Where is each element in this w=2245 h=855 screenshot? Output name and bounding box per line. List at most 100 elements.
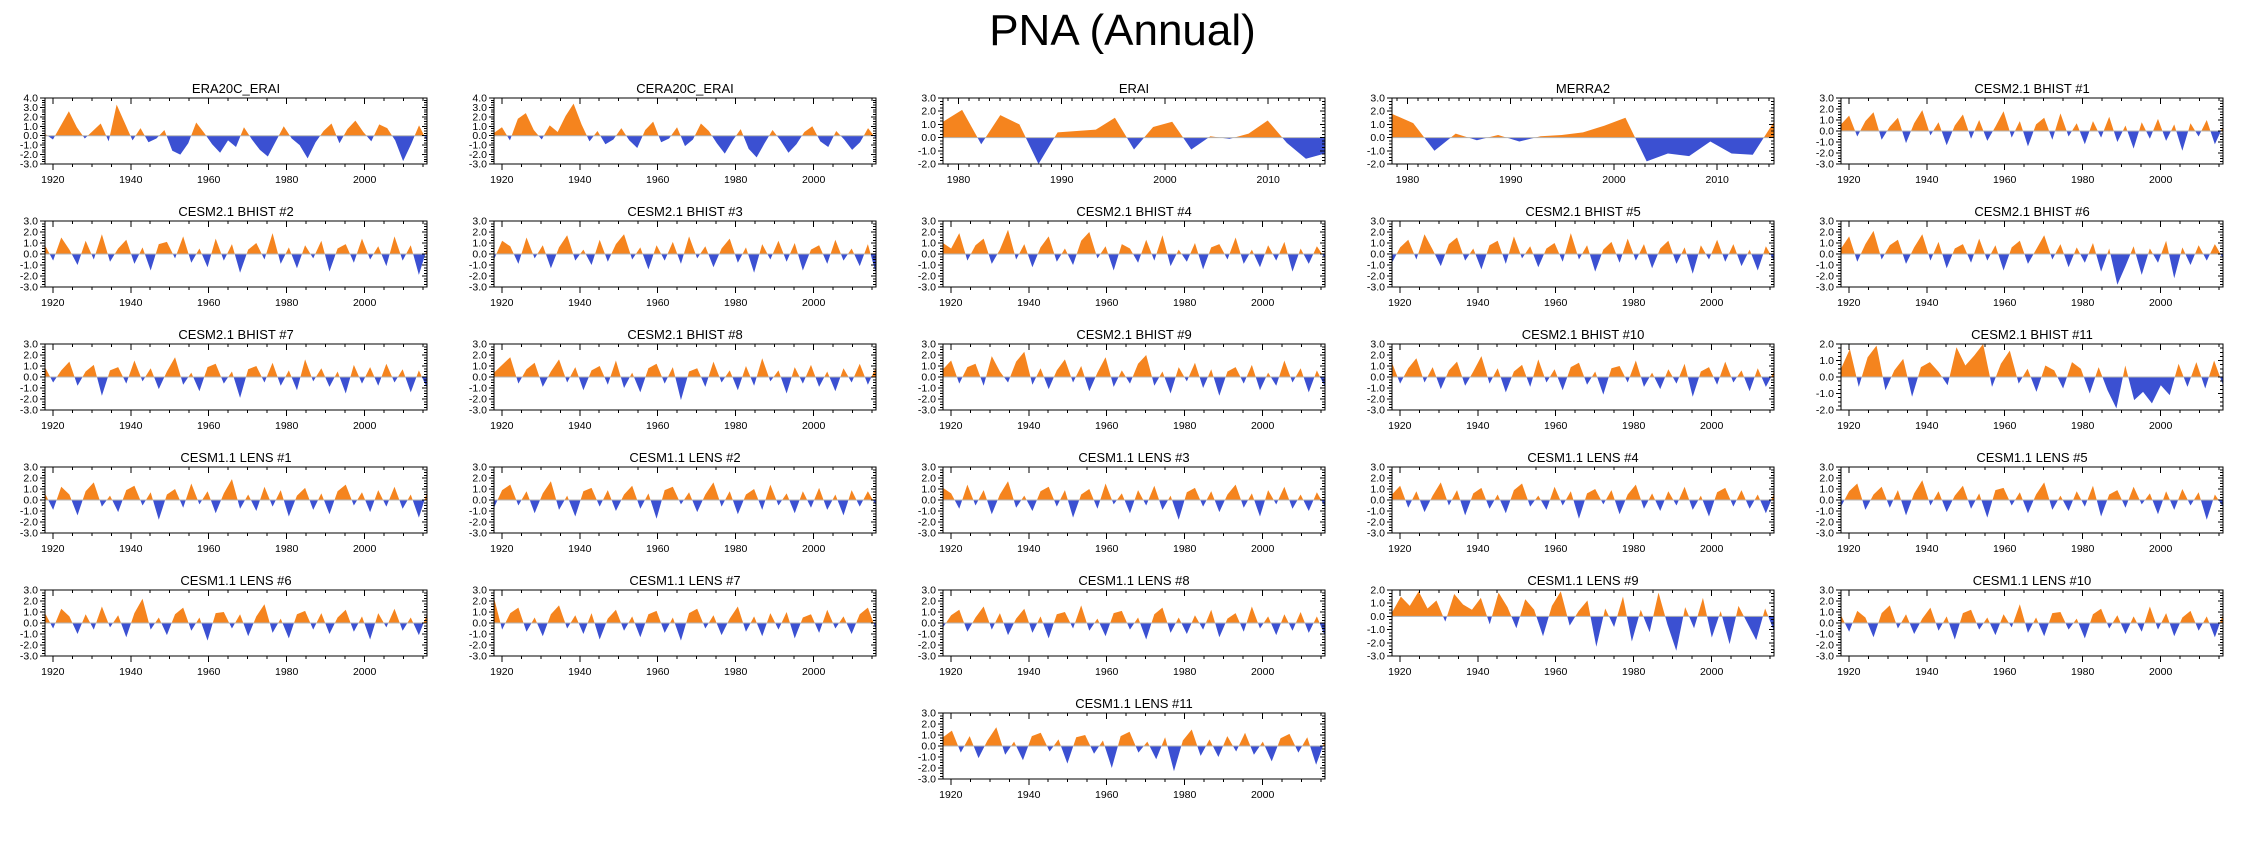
x-tick-label: 1920 [41,543,65,555]
y-tick-label: -3.0 [20,651,38,663]
negative-anomaly-area [1392,500,1774,519]
negative-anomaly-area [1841,623,2223,640]
y-tick-label: -1.0 [1367,383,1385,395]
x-tick-label: 1940 [568,666,592,678]
negative-anomaly-area [943,746,1325,772]
y-tick-label: 1.0 [472,121,487,133]
y-tick-label: -3.0 [1816,528,1834,540]
y-tick-label: -1.0 [1816,388,1834,400]
y-tick-label: 1.0 [23,238,38,250]
positive-anomaly-area [1841,110,2223,131]
y-tick-label: -2.0 [20,517,38,529]
panel-title: CESM2.1 BHIST #11 [1971,328,2093,342]
y-tick-label: -1.0 [20,506,38,518]
y-tick-label: 3.0 [1819,93,1834,105]
panel-era20c-erai: ERA20C_ERAI -3.0 -2.0 -1.0 0.0 1.0 2.0 3.0 4.0 19… [0,82,449,205]
y-tick-label: 2.0 [23,227,38,239]
x-tick-label: 1960 [197,420,221,432]
y-tick-label: -3.0 [20,282,38,294]
panel-chart: CESM1.1 LENS #7 -3.0-2.0-1.00.01.02.03.0 1… [469,574,877,678]
y-tick-label: -1.0 [20,383,38,395]
panel-chart: CESM2.1 BHIST #9 -3.0-2.0-1.00.01.02.03.0… [918,328,1326,432]
y-tick-label: 0.0 [1819,495,1834,507]
y-tick-label: 1.0 [1370,361,1385,373]
y-tick-label: 3.0 [23,339,38,351]
x-tick-label: 1980 [724,174,748,186]
y-tick-label: 0.0 [1819,249,1834,261]
panel-chart: CESM1.1 LENS #6 -3.0-2.0-1.00.01.02.03.0 1… [20,574,428,678]
x-tick-label: 1980 [2071,297,2095,309]
panel-cesm2-1-bhist-7: CESM2.1 BHIST #7 -3.0 -2.0 -1.0 0.0 1.0 2.0 3.0… [0,328,449,451]
x-tick-label: 1920 [1388,420,1412,432]
panel-title: CESM2.1 BHIST #6 [1974,205,2089,219]
x-tick-label: 1960 [1993,420,2017,432]
y-tick-label: 2.0 [1819,596,1834,608]
panel-title: CESM1.1 LENS #9 [1527,574,1638,588]
x-tick-label: 1960 [1544,543,1568,555]
panel-title: CESM1.1 LENS #1 [180,451,291,465]
chart-row: ERA20C_ERAI -3.0 -2.0 -1.0 0.0 1.0 2.0 3.0 4.0 19… [0,82,2245,205]
y-tick-label: 0.0 [472,495,487,507]
y-tick-label: -3.0 [1367,651,1385,663]
x-tick-label: 1940 [119,666,143,678]
y-tick-label: -1.0 [469,140,487,152]
positive-anomaly-area [1392,356,1774,377]
positive-anomaly-area [45,598,427,623]
x-tick-label: 2000 [1251,420,1275,432]
y-tick-label: 1.0 [921,484,936,496]
y-tick-label: 2.0 [1819,339,1834,351]
positive-anomaly-area [1841,230,2223,254]
y-tick-label: -1.0 [20,629,38,641]
negative-anomaly-area [494,500,876,519]
negative-anomaly-area [45,254,427,275]
y-tick-label: -2.0 [469,394,487,406]
x-tick-label: 1940 [1915,174,1939,186]
x-tick-label: 2000 [1602,174,1626,186]
x-tick-label: 2000 [353,543,377,555]
y-tick-label: 0.0 [1370,495,1385,507]
x-tick-label: 1980 [1396,174,1420,186]
x-tick-label: 1920 [1837,666,1861,678]
y-tick-label: 3.0 [472,216,487,228]
y-tick-label: -1.0 [1367,506,1385,518]
page-title: PNA (Annual) [989,6,1256,55]
y-tick-label: -1.0 [1367,624,1385,636]
x-tick-label: 1940 [568,543,592,555]
positive-anomaly-area [1841,480,2223,500]
y-tick-label: 2.0 [921,596,936,608]
y-tick-label: 1.0 [1819,355,1834,367]
x-tick-label: 1980 [1622,666,1646,678]
y-tick-label: 1.0 [472,361,487,373]
y-tick-label: 3.0 [23,462,38,474]
y-tick-label: 0.0 [921,741,936,753]
y-tick-label: 1.0 [1819,238,1834,250]
x-tick-label: 1940 [568,420,592,432]
x-tick-label: 2010 [1706,174,1730,186]
x-tick-label: 1920 [939,789,963,801]
y-tick-label: 3.0 [921,462,936,474]
y-tick-label: 0.0 [23,249,38,261]
y-tick-label: 0.0 [921,132,936,144]
positive-anomaly-area [494,357,876,377]
x-tick-label: 1960 [646,174,670,186]
y-tick-label: -3.0 [1816,159,1834,171]
panel-chart: CESM2.1 BHIST #11 -2.0 -1.0 0.0 1.0 2.0 1920 19… [1816,328,2224,432]
y-tick-label: 2.0 [472,473,487,485]
x-tick-label: 2000 [2149,174,2173,186]
x-tick-label: 1920 [1388,297,1412,309]
y-tick-label: -3.0 [20,159,38,171]
positive-anomaly-area [45,233,427,254]
x-tick-label: 1960 [1993,666,2017,678]
positive-anomaly-area [45,104,427,136]
y-tick-label: 2.0 [23,473,38,485]
panel-title: CESM1.1 LENS #11 [1075,697,1193,711]
x-tick-label: 1960 [1095,666,1119,678]
panel-cesm1-1-lens-11: CESM1.1 LENS #11 -3.0 -2.0 -1.0 0.0 1.0 2.0 3.0… [898,697,1347,820]
y-tick-label: 1.0 [23,607,38,619]
panel-chart: CESM1.1 LENS #4 -3.0-2.0-1.00.01.02.03.0 1… [1367,451,1775,555]
panel-title: CESM2.1 BHIST #2 [178,205,293,219]
negative-anomaly-area [1392,137,1774,162]
x-tick-label: 1920 [490,543,514,555]
y-tick-label: -2.0 [918,517,936,529]
x-tick-label: 1920 [41,174,65,186]
